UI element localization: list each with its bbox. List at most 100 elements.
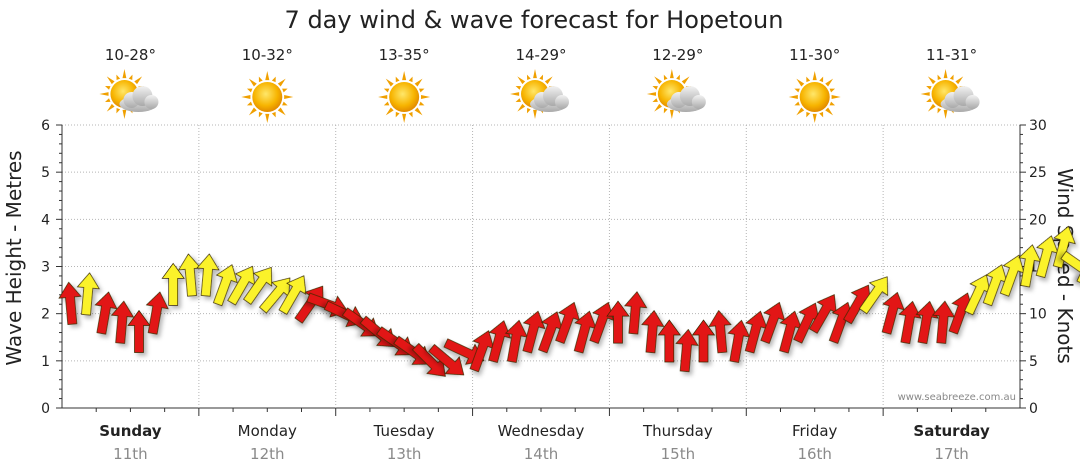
sun-ray xyxy=(248,78,257,87)
sun-ray xyxy=(526,74,531,81)
wind-arrow xyxy=(212,264,238,307)
sunny-icon xyxy=(378,71,431,123)
sun-ray xyxy=(926,85,932,90)
sun-ray xyxy=(414,78,423,87)
y2-tick-label: 20 xyxy=(1029,212,1047,228)
wind-arrow xyxy=(624,291,648,335)
cloud-shape xyxy=(940,86,980,112)
sun-ray xyxy=(122,69,127,79)
sun-ray xyxy=(920,92,930,96)
day-date: 14th xyxy=(524,445,558,463)
sun-ray xyxy=(378,94,388,100)
sun-ray xyxy=(955,76,964,85)
cloud-shape xyxy=(530,86,569,112)
sun-ray xyxy=(128,74,133,81)
sun-ray xyxy=(246,101,253,106)
sun-ray xyxy=(937,74,942,81)
cloud-shape xyxy=(666,86,706,112)
sun-ray xyxy=(654,103,662,112)
sun-ray xyxy=(796,78,805,87)
sun-ray xyxy=(806,76,811,83)
sun-ray xyxy=(385,107,394,116)
sun-ray xyxy=(408,76,413,83)
sun-ray xyxy=(533,69,537,79)
wind-arrow xyxy=(76,272,100,316)
sun-ray xyxy=(926,98,932,103)
sun-ray xyxy=(825,78,834,87)
sun-ray xyxy=(282,88,288,93)
sun-ray xyxy=(421,94,431,100)
sun-ray xyxy=(669,109,674,119)
day-date: 11th xyxy=(113,445,147,463)
sun-ray xyxy=(105,85,111,90)
wind-arrow xyxy=(691,319,716,363)
sun-ray xyxy=(829,88,836,93)
sun-ray xyxy=(246,88,253,93)
sun-ray xyxy=(383,88,390,93)
temperature-range: 11-31° xyxy=(926,46,977,64)
sun-ray xyxy=(825,107,834,116)
wind-arrow xyxy=(898,300,922,344)
sun-ray xyxy=(533,109,537,119)
sun-ray xyxy=(277,78,286,87)
day-name: Thursday xyxy=(642,422,713,440)
sun-ray xyxy=(663,107,668,114)
sun-ray xyxy=(663,74,668,81)
sun-ray xyxy=(385,78,394,87)
wind-arrow xyxy=(243,266,273,305)
grid-lines xyxy=(56,124,1026,416)
wind-arrow xyxy=(1052,225,1076,269)
sun-ray xyxy=(258,111,263,118)
y-tick-label: 6 xyxy=(41,118,50,134)
y2-tick-label: 0 xyxy=(1029,401,1038,417)
sun-ray xyxy=(927,103,936,112)
sun-ray xyxy=(99,92,109,96)
wind-arrow xyxy=(428,344,465,376)
day-name: Tuesday xyxy=(373,422,435,440)
credit-text: www.seabreeze.com.au xyxy=(898,392,1016,403)
sun-ray xyxy=(788,94,798,100)
wind-arrow xyxy=(657,319,681,363)
sun-ray xyxy=(241,94,251,100)
wind-arrow xyxy=(931,300,956,344)
sun-ray xyxy=(271,111,276,118)
y2-tick-label: 5 xyxy=(1029,354,1038,370)
sun-ray xyxy=(676,74,680,81)
sun-ray xyxy=(517,103,526,112)
y2-tick-label: 30 xyxy=(1029,118,1047,134)
sun-ray xyxy=(669,69,674,79)
wind-arrow xyxy=(858,276,888,315)
y-axis-ticks: 0 1 2 3 4 5 6 xyxy=(41,118,50,417)
partly-cloudy-icon xyxy=(920,69,980,119)
sun-ray xyxy=(282,101,288,106)
y-axis-label: Wave Height - Metres xyxy=(2,150,26,365)
sun-ray xyxy=(258,76,263,83)
wind-arrow xyxy=(641,309,665,354)
day-date: 17th xyxy=(934,445,968,463)
wind-arrow xyxy=(1076,272,1080,299)
sun-ray xyxy=(134,76,143,85)
y-tick-label: 3 xyxy=(41,260,50,276)
sun-ray xyxy=(395,76,400,83)
temperature-range: 13-35° xyxy=(379,46,430,64)
sun-ray xyxy=(646,92,656,96)
sun-ray xyxy=(116,107,121,114)
sun-ray xyxy=(539,74,544,81)
y-tick-label: 4 xyxy=(41,212,50,228)
day-name: Sunday xyxy=(99,422,162,440)
sun-ray xyxy=(544,76,553,85)
partly-cloudy-icon xyxy=(646,69,706,119)
sun-ray xyxy=(116,74,121,81)
day-name: Monday xyxy=(238,422,297,440)
y-tick-label: 2 xyxy=(41,307,50,323)
sun-ray xyxy=(515,98,522,103)
partly-cloudy-icon xyxy=(99,69,159,119)
sun-ray xyxy=(383,101,390,106)
sun-ray xyxy=(510,92,520,96)
sun-ray xyxy=(819,111,824,118)
wind-arrow xyxy=(606,300,630,344)
sun-ray xyxy=(517,76,526,85)
y-tick-label: 5 xyxy=(41,165,50,181)
sun-ray xyxy=(418,88,425,93)
sun-disc xyxy=(389,82,420,112)
